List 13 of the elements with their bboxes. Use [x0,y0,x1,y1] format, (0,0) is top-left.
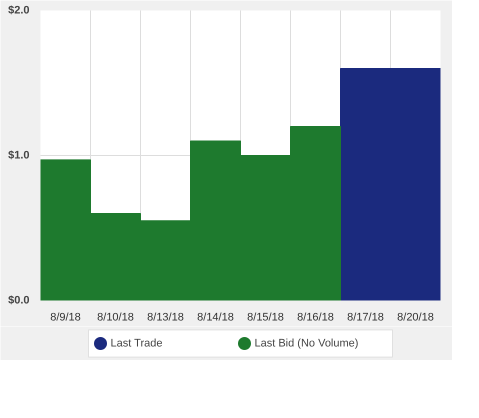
x-tick-label: 8/16/18 [297,312,334,324]
x-tick-label: 8/15/18 [247,312,284,324]
y-tick-label: $1.0 [8,150,30,162]
x-tick-label: 8/17/18 [347,312,384,324]
x-tick-label: 8/20/18 [397,312,434,324]
y-tick-label: $0.0 [8,294,30,306]
x-tick-label: 8/10/18 [97,312,134,324]
x-tick-label: 8/13/18 [147,312,184,324]
x-tick-label: 8/14/18 [197,312,234,324]
legend-label: Last Trade [110,338,162,350]
x-tick-label: 8/9/18 [50,312,81,324]
legend-label: Last Bid (No Volume) [254,338,358,350]
y-tick-label: $2.0 [8,4,30,16]
